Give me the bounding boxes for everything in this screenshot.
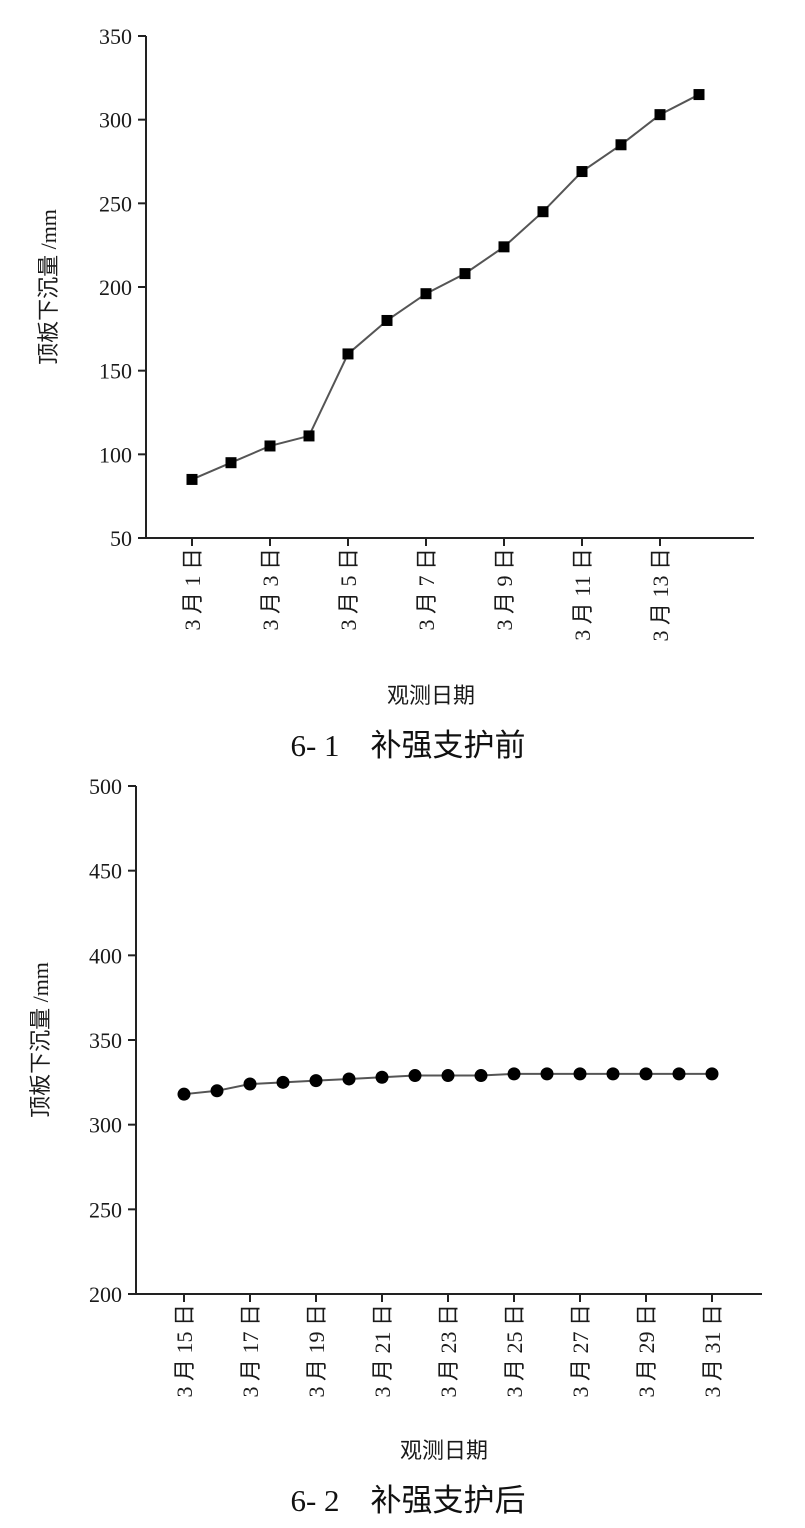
chart-before-reinforcement: 50 100 150 200 250 300 350 3 月 1 日 3 月 3 日 3 月 5…	[36, 24, 754, 763]
chart2-x-tick-text: 3 月 19 日	[304, 1304, 329, 1398]
chart2-data-point	[408, 1069, 422, 1083]
chart2-y-tick-label: 200	[89, 1282, 122, 1307]
chart1-y-tick-label: 150	[99, 359, 132, 384]
chart2-x-tick-label: 3 月 31 日	[700, 1304, 725, 1398]
chart1-data-point	[381, 314, 393, 326]
chart2-x-tick-text: 3 月 15 日	[172, 1304, 197, 1398]
chart1-data-point	[225, 457, 237, 469]
chart2-data-point	[672, 1067, 686, 1081]
chart2-data-point	[375, 1070, 389, 1084]
chart2-data-point	[606, 1067, 620, 1081]
chart2-series	[177, 1067, 719, 1101]
chart2-x-tick-label: 3 月 27 日	[568, 1304, 593, 1398]
chart1-caption: 6- 1 补强支护前	[290, 728, 525, 763]
chart1-x-tick-text: 3 月 13 日	[648, 548, 673, 642]
chart1-series-line	[191, 93, 700, 481]
chart1-data-point	[576, 166, 588, 178]
chart2-data-point	[276, 1075, 290, 1089]
chart1-x-tick-label: 3 月 11 日	[570, 548, 595, 641]
chart2-y-tick-label: 350	[89, 1028, 122, 1053]
chart1-data-point	[459, 268, 471, 280]
chart1-data-point	[615, 139, 627, 151]
chart2-data-point	[210, 1084, 224, 1098]
chart1-y-tick-label: 350	[99, 24, 132, 49]
chart2-y-tick-label: 450	[89, 859, 122, 884]
chart2-x-ticks: 3 月 15 日 3 月 17 日 3 月 19 日 3 月 21 日 3 月 23 日…	[172, 1294, 725, 1398]
chart2-y-axis-label: 顶板下沉量 /mm	[28, 962, 53, 1118]
chart2-x-tick-label: 3 月 19 日	[304, 1304, 329, 1398]
chart1-y-tick-label: 100	[99, 442, 132, 467]
chart1-data-point	[264, 440, 276, 452]
chart2-data-point	[507, 1067, 521, 1081]
chart2-y-tick-label: 400	[89, 943, 122, 968]
chart1-y-tick-label: 200	[99, 275, 132, 300]
chart2-data-point	[441, 1069, 455, 1083]
chart2-x-tick-label: 3 月 29 日	[634, 1304, 659, 1398]
chart1-y-tick-label: 50	[110, 526, 132, 551]
chart1-x-tick-label: 3 月 9 日	[492, 548, 517, 631]
chart2-x-tick-text: 3 月 17 日	[238, 1304, 263, 1398]
chart1-data-point	[303, 430, 315, 442]
chart2-data-point	[243, 1077, 257, 1091]
chart1-data-point	[654, 109, 666, 121]
chart2-x-tick-text: 3 月 21 日	[370, 1304, 395, 1398]
chart1-y-ticks: 50 100 150 200 250 300 350	[99, 24, 146, 551]
chart1-series	[186, 89, 705, 485]
chart2-data-point	[705, 1067, 719, 1081]
chart2-x-axis-label: 观测日期	[400, 1438, 488, 1463]
chart1-data-point	[498, 241, 510, 253]
chart2-x-tick-label: 3 月 23 日	[436, 1304, 461, 1398]
chart1-y-tick-label: 250	[99, 191, 132, 216]
chart2-x-tick-label: 3 月 21 日	[370, 1304, 395, 1398]
chart1-data-point	[342, 348, 354, 360]
chart1-x-tick-text: 3 月 11 日	[570, 548, 595, 641]
chart1-x-tick-label: 3 月 13 日	[648, 548, 673, 642]
chart1-x-tick-text: 3 月 3 日	[258, 548, 283, 631]
chart2-y-tick-label: 300	[89, 1113, 122, 1138]
chart2-x-tick-label: 3 月 15 日	[172, 1304, 197, 1398]
chart2-x-tick-label: 3 月 25 日	[502, 1304, 527, 1398]
chart2-y-tick-label: 500	[89, 774, 122, 799]
chart2-x-tick-label: 3 月 17 日	[238, 1304, 263, 1398]
chart1-x-tick-label: 3 月 7 日	[414, 548, 439, 631]
chart2-caption: 6- 2 补强支护后	[290, 1483, 525, 1518]
chart1-x-tick-label: 3 月 1 日	[180, 548, 205, 631]
chart1-x-tick-label: 3 月 5 日	[336, 548, 361, 631]
chart2-x-tick-text: 3 月 31 日	[700, 1304, 725, 1398]
chart1-data-point	[420, 288, 432, 300]
chart2-x-tick-text: 3 月 29 日	[634, 1304, 659, 1398]
chart1-data-point	[537, 206, 549, 218]
chart2-y-tick-label: 250	[89, 1197, 122, 1222]
chart2-x-tick-text: 3 月 25 日	[502, 1304, 527, 1398]
chart2-data-point	[309, 1074, 323, 1088]
chart1-y-axis-label: 顶板下沉量 /mm	[36, 209, 61, 365]
chart2-x-tick-text: 3 月 27 日	[568, 1304, 593, 1398]
chart1-x-tick-label: 3 月 3 日	[258, 548, 283, 631]
chart2-data-point	[639, 1067, 653, 1081]
chart2-data-point	[540, 1067, 554, 1081]
chart1-x-tick-text: 3 月 7 日	[414, 548, 439, 631]
chart1-x-axis-label: 观测日期	[387, 683, 475, 708]
chart2-x-tick-text: 3 月 23 日	[436, 1304, 461, 1398]
chart1-x-tick-text: 3 月 1 日	[180, 548, 205, 631]
chart2-data-point	[342, 1072, 356, 1086]
chart2-data-point	[177, 1087, 191, 1101]
chart1-x-tick-text: 3 月 9 日	[492, 548, 517, 631]
chart2-y-ticks: 200 250 300 350 400 450 500	[89, 774, 136, 1307]
chart1-x-ticks: 3 月 1 日 3 月 3 日 3 月 5 日 3 月 7 日 3 月 9 日 3 月 1…	[180, 538, 673, 642]
chart2-axes	[135, 786, 762, 1295]
chart2-data-point	[474, 1069, 488, 1083]
chart1-data-point	[693, 89, 705, 101]
chart2-data-point	[573, 1067, 587, 1081]
chart1-y-tick-label: 300	[99, 108, 132, 133]
chart1-data-point	[186, 473, 198, 485]
chart1-x-tick-text: 3 月 5 日	[336, 548, 361, 631]
